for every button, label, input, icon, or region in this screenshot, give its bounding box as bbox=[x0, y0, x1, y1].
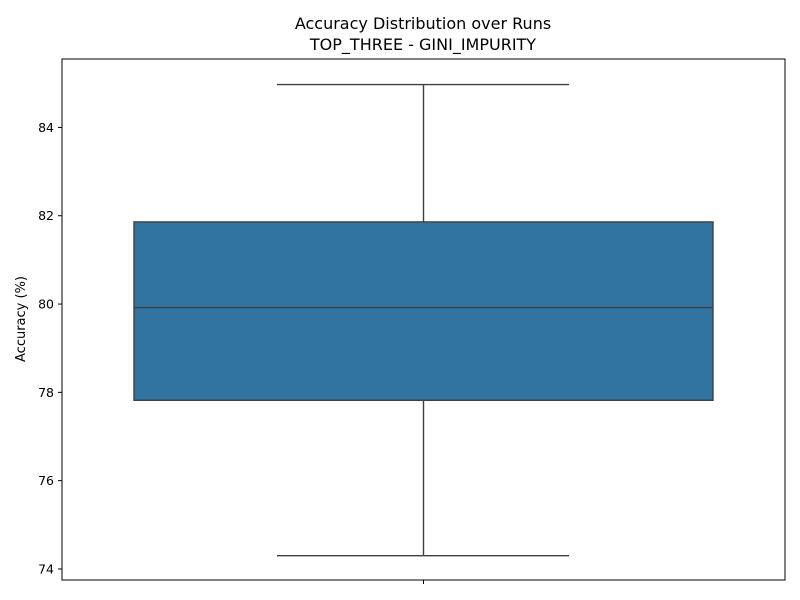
y-tick-label: 78 bbox=[38, 385, 54, 400]
y-tick-label: 74 bbox=[38, 561, 54, 576]
y-tick-label: 82 bbox=[38, 208, 54, 223]
y-tick-label: 84 bbox=[38, 120, 54, 135]
plot-area: 74 76 78 80 82 84 bbox=[38, 58, 786, 584]
chart-title: Accuracy Distribution over Runs bbox=[295, 14, 551, 33]
chart-subtitle: TOP_THREE - GINI_IMPURITY bbox=[309, 35, 536, 55]
y-axis-label: Accuracy (%) bbox=[14, 276, 29, 362]
y-tick-label: 80 bbox=[38, 297, 54, 312]
box-iqr bbox=[133, 221, 714, 401]
y-tick-label: 76 bbox=[38, 473, 54, 488]
